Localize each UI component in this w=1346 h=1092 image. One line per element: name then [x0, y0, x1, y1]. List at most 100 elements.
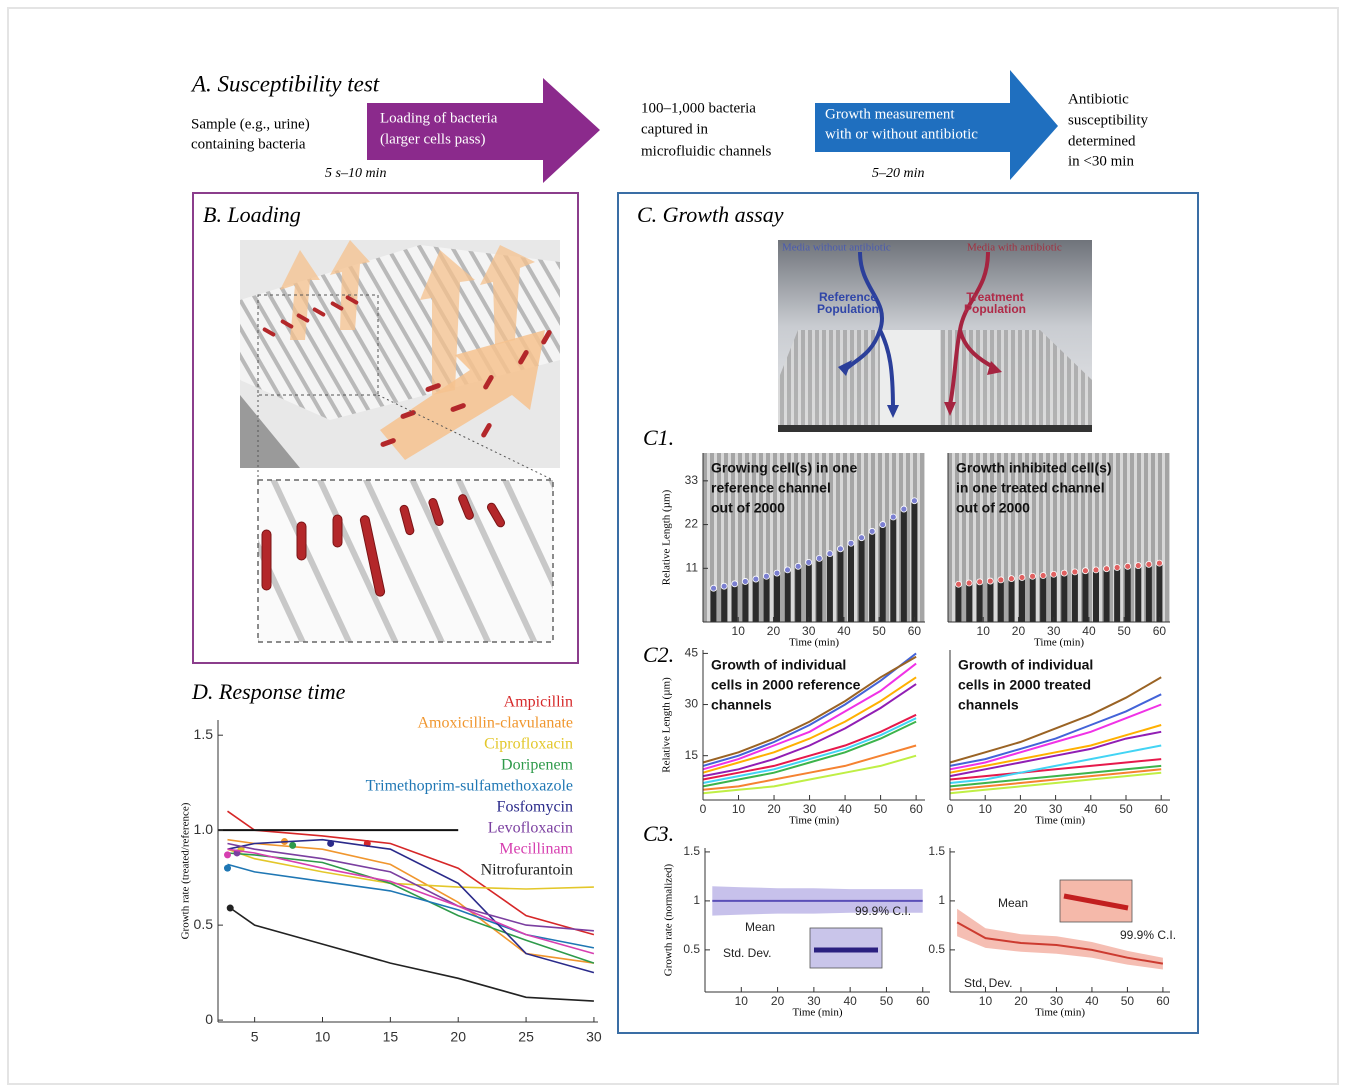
bar [732, 584, 738, 622]
annotation: channels [958, 697, 1019, 713]
x-axis-label: Time (min) [789, 815, 839, 827]
dot [827, 551, 833, 557]
annotation: Growing cell(s) in one [711, 460, 857, 476]
bar [998, 580, 1004, 622]
x-tick-label: 50 [1121, 994, 1135, 1008]
x-tick-label: 10 [977, 624, 991, 638]
loading-arrow-text: (larger cells pass) [380, 131, 486, 147]
y-tick-label: 22 [685, 517, 699, 531]
x-tick-label: 10 [979, 994, 993, 1008]
bar [806, 562, 812, 622]
sample-text: containing bacteria [191, 136, 306, 152]
y-axis-label: Relative Length (µm) [661, 489, 673, 585]
sample-text: Sample (e.g., urine) [191, 116, 310, 132]
x-tick-label: 50 [1119, 802, 1133, 816]
x-axis-label: Time (min) [1034, 637, 1084, 649]
dot [848, 540, 854, 546]
dot [1104, 566, 1110, 572]
bar [721, 586, 727, 622]
dot [795, 563, 801, 569]
bar [1125, 566, 1131, 622]
x-tick-label: 20 [1014, 994, 1028, 1008]
media-label: Media without antibiotic [782, 242, 891, 254]
dot [1114, 565, 1120, 571]
bar [1146, 564, 1152, 622]
x-axis-label: Time (min) [789, 637, 839, 649]
loading-illustration [240, 240, 560, 642]
bar [1104, 569, 1110, 622]
annotation: cells in 2000 treated [958, 677, 1091, 693]
device-base [778, 425, 1092, 432]
panel-c-title: C. Growth assay [637, 202, 784, 227]
x-tick-label: 20 [1012, 624, 1026, 638]
annotation: in one treated channel [956, 480, 1105, 496]
bar [911, 501, 917, 622]
x-tick-label: 0 [947, 802, 954, 816]
loading-arrow-text: Loading of bacteria [380, 110, 498, 126]
legend-entry: Ampicillin [504, 694, 573, 711]
y-axis-label: Relative Length (µm) [661, 677, 673, 773]
result-text: in <30 min [1068, 153, 1134, 169]
bar [1093, 570, 1099, 622]
dot [732, 581, 738, 587]
bar [890, 517, 896, 622]
chart: 102030405060112233Time (min)Relative Len… [661, 453, 925, 649]
y-tick-label: 1 [693, 893, 700, 907]
dot [966, 580, 972, 586]
x-tick-label: 15 [383, 1029, 399, 1045]
annotation: reference channel [711, 480, 831, 496]
bar [785, 570, 791, 622]
dot [1030, 573, 1036, 579]
legend-entry: Amoxicillin-clavulanate [418, 715, 574, 732]
growth-arrow-text: Growth measurement [825, 106, 955, 122]
population-label: Population [817, 302, 879, 316]
population-label: Population [964, 302, 1026, 316]
y-axis-label: Growth rate (treated/reference) [180, 802, 192, 939]
x-tick-label: 0 [700, 802, 707, 816]
x-tick-label: 60 [909, 802, 923, 816]
x-tick-label: 60 [1155, 802, 1169, 816]
dot [806, 559, 812, 565]
series-marker [327, 840, 334, 847]
series-marker [289, 842, 296, 849]
dot [1040, 572, 1046, 578]
dot [977, 579, 983, 585]
dot [987, 578, 993, 584]
x-tick-label: 5 [251, 1029, 259, 1045]
dot [1072, 569, 1078, 575]
captured-text: captured in [641, 121, 709, 137]
panel-a-title: A. Susceptibility test [190, 71, 380, 96]
loading-time: 5 s–10 min [325, 166, 386, 181]
y-tick-label: 1 [938, 893, 945, 907]
dot [753, 576, 759, 582]
x-tick-label: 10 [979, 802, 993, 816]
dot [1156, 560, 1162, 566]
growth-arrow-text: with or without antibiotic [825, 126, 978, 142]
x-tick-label: 20 [771, 994, 785, 1008]
x-tick-label: 60 [1153, 624, 1167, 638]
annotation: 99.9% C.I. [1120, 928, 1176, 942]
bar [987, 581, 993, 622]
chart: 0102030405060153045Time (min)Relative Le… [661, 646, 925, 827]
dot [1051, 571, 1057, 577]
x-tick-label: 40 [843, 994, 857, 1008]
y-tick-label: 11 [686, 560, 699, 574]
dot [880, 522, 886, 528]
bar [901, 509, 907, 622]
dot [1093, 567, 1099, 573]
x-axis-label: Time (min) [1035, 815, 1085, 827]
dot [911, 498, 917, 504]
annotation: Growth of individual [958, 657, 1093, 673]
dot [1146, 561, 1152, 567]
y-tick-label: 0.5 [194, 916, 214, 932]
bar [1082, 571, 1088, 622]
bar [742, 581, 748, 622]
bar [1051, 574, 1057, 622]
dot [1135, 563, 1141, 569]
y-tick-label: 33 [685, 473, 699, 487]
x-tick-label: 40 [838, 802, 852, 816]
legend-entry: Trimethoprim-sulfamethoxazole [366, 778, 573, 795]
subpanel-label: C3. [643, 821, 674, 846]
dot [816, 555, 822, 561]
